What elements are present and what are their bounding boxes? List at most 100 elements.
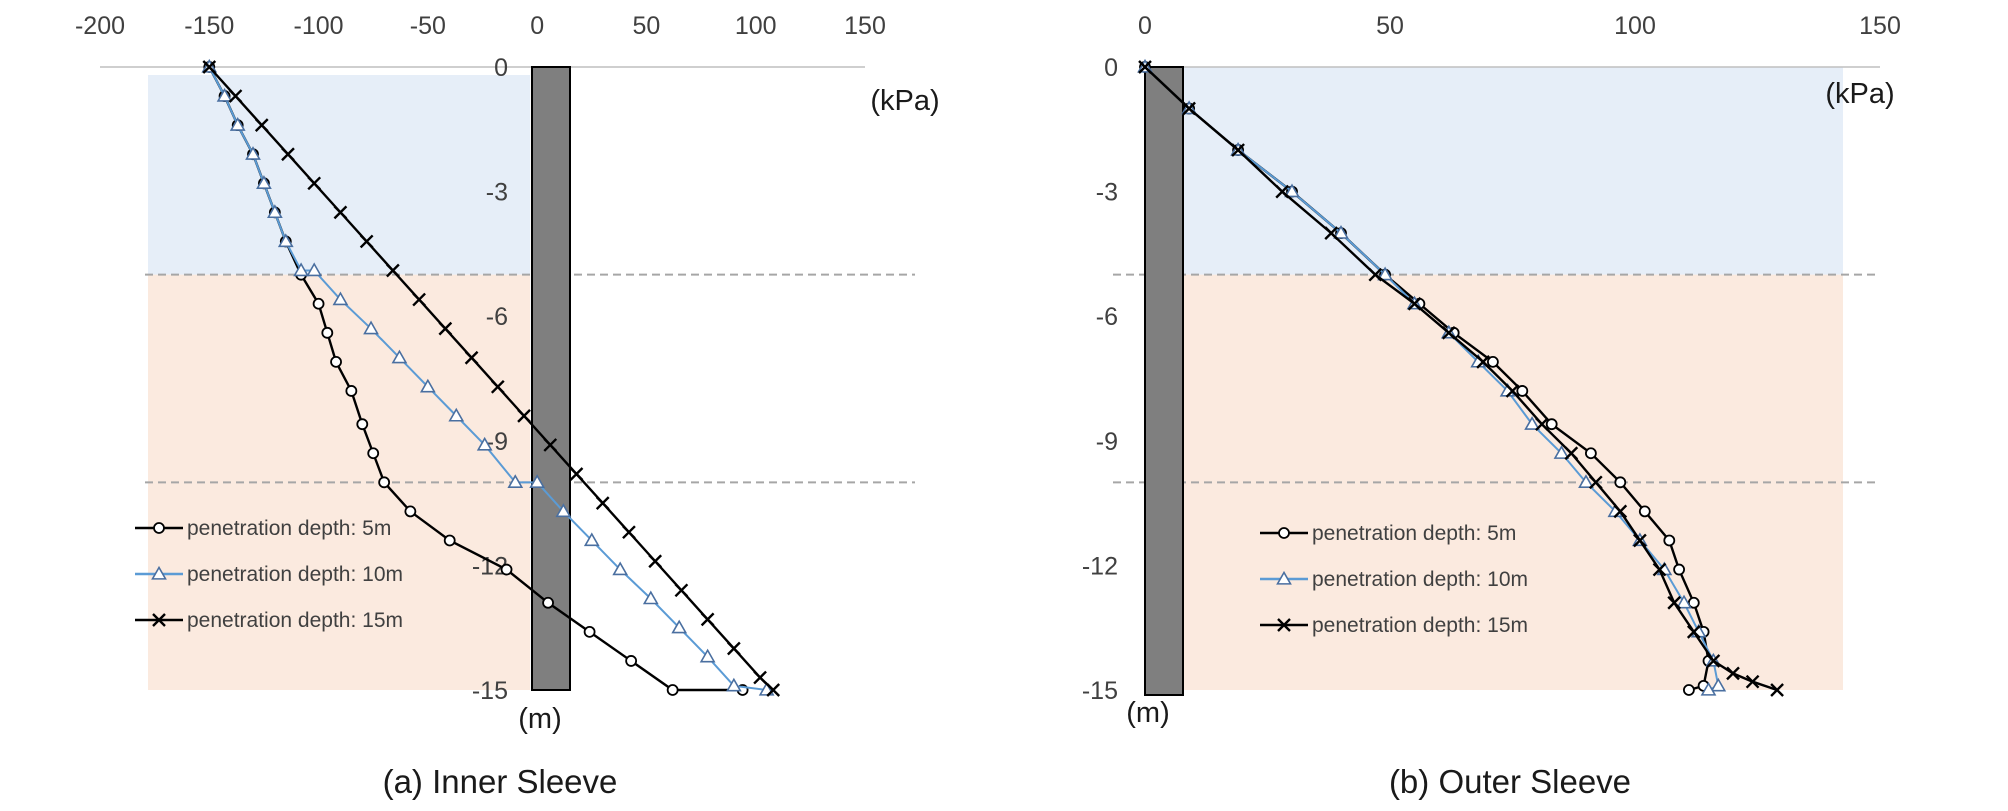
y-tick-label: -15: [472, 677, 508, 705]
point-marker: [699, 648, 716, 663]
point-marker: [1652, 562, 1667, 577]
point-marker: [569, 467, 584, 481]
point-marker: [443, 534, 456, 547]
point-marker: [404, 505, 417, 518]
point-marker: [438, 321, 453, 336]
x-tick-label: 0: [530, 12, 544, 40]
point-marker: [378, 476, 391, 489]
point-marker: [254, 118, 269, 132]
point-marker: [671, 619, 688, 634]
x-tick-label: 50: [1376, 12, 1404, 40]
point-marker: [1700, 681, 1717, 696]
point-marker: [753, 670, 767, 685]
point-marker: [1633, 533, 1647, 548]
point-marker: [642, 590, 659, 605]
y-unit-label: (m): [518, 703, 561, 735]
point-marker: [1138, 60, 1152, 74]
point-marker: [674, 583, 689, 598]
pile: [531, 66, 571, 691]
x-tick-label: 0: [1138, 12, 1152, 40]
point-marker: [1333, 225, 1349, 239]
y-tick-label: -15: [1082, 677, 1118, 705]
point-marker: [1578, 474, 1594, 489]
point-marker: [216, 87, 233, 102]
x-unit-label: (kPa): [1825, 78, 1894, 110]
point-marker: [277, 233, 294, 248]
point-marker: [359, 234, 374, 249]
y-tick-label: 0: [494, 54, 508, 82]
point-marker: [256, 175, 272, 189]
point-marker: [666, 684, 679, 696]
point-marker: [312, 297, 325, 310]
point-marker: [583, 625, 596, 638]
point-marker: [543, 438, 558, 452]
point-marker: [1564, 446, 1579, 461]
legend-label: penetration depth: 5m: [187, 517, 391, 540]
x-tick-label: 100: [735, 12, 777, 40]
point-marker: [1545, 418, 1558, 431]
point-marker: [1553, 445, 1570, 459]
x-tick-label: 150: [1859, 12, 1901, 40]
point-marker: [1663, 534, 1676, 547]
point-marker: [307, 176, 322, 191]
point-marker: [332, 291, 349, 306]
soil-layer-0: [148, 75, 530, 275]
panel-inner-sleeve: -200 -150 -100 -50 0 50 100 1500-3-6-9-12-15(kP…: [75, 12, 940, 800]
point-marker: [464, 350, 479, 365]
point-marker: [330, 355, 342, 368]
point-marker: [1687, 596, 1700, 609]
y-unit-label: (m): [1126, 697, 1169, 729]
legend-label: penetration depth: 10m: [1312, 568, 1528, 591]
legend-label: penetration depth: 5m: [1312, 522, 1516, 545]
panel-caption: (b) Outer Sleeve: [1389, 763, 1631, 800]
panel-outer-sleeve: 0 50 100 150 0 -3 -6 -9 -12 -15 (kPa) (m) (b) Outer …: [1082, 12, 1901, 800]
point-marker: [1588, 475, 1603, 490]
point-marker: [1726, 666, 1740, 681]
point-marker: [228, 89, 243, 103]
y-tick-label: -9: [1096, 428, 1118, 456]
point-marker: [700, 612, 715, 627]
point-marker: [1638, 505, 1651, 518]
point-marker: [1613, 504, 1628, 519]
point-marker: [555, 503, 572, 518]
point-marker: [625, 655, 638, 667]
legend-label: penetration depth: 10m: [187, 563, 403, 586]
point-marker: [1182, 101, 1196, 116]
point-marker: [1324, 226, 1339, 240]
point-marker: [1476, 355, 1490, 369]
y-tick-label: -12: [1082, 552, 1118, 580]
y-tick-label: -3: [486, 179, 508, 207]
soil-layer-0: [1183, 67, 1843, 275]
x-tick-label: -50: [410, 12, 446, 40]
point-marker: [152, 613, 166, 627]
x-tick-label: 150: [844, 12, 886, 40]
point-marker: [1377, 266, 1393, 281]
point-marker: [1585, 447, 1597, 460]
point-marker: [595, 496, 610, 510]
panel-caption: (a) Inner Sleeve: [383, 763, 618, 800]
point-marker: [727, 641, 741, 656]
point-marker: [1667, 595, 1682, 610]
y-tick-label: -6: [1096, 303, 1118, 331]
point-marker: [1770, 683, 1784, 697]
point-marker: [386, 263, 400, 278]
point-marker: [363, 320, 379, 335]
point-marker: [1278, 527, 1290, 539]
point-marker: [419, 378, 436, 393]
x-tick-label: 100: [1614, 12, 1656, 40]
point-marker: [583, 532, 600, 547]
point-marker: [1505, 384, 1520, 398]
point-marker: [293, 262, 309, 277]
point-marker: [1284, 183, 1300, 198]
series-2: [1138, 60, 1784, 697]
y-tick-label: -6: [486, 303, 508, 331]
point-marker: [1676, 594, 1692, 609]
point-marker: [1487, 355, 1499, 368]
point-marker: [345, 385, 358, 397]
pile: [1144, 66, 1184, 696]
point-marker: [612, 561, 629, 576]
point-marker: [507, 474, 524, 489]
soil-layer-1: [1183, 274, 1843, 690]
y-tick-label: 0: [1104, 54, 1118, 82]
